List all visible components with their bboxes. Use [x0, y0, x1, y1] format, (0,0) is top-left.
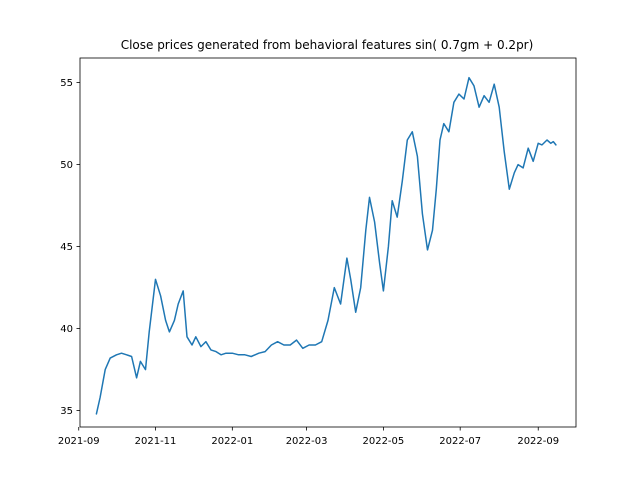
y-tick-label: 50 [60, 160, 73, 171]
x-tick-label: 2022-09 [517, 436, 559, 447]
series-line [95, 76, 557, 415]
x-tick-label: 2022-05 [362, 436, 404, 447]
y-tick-label: 40 [60, 324, 73, 335]
x-tick-label: 2021-09 [58, 436, 100, 447]
plot-area: 2021-09 2021-11 2022-01 2022-03 2022-05 2022-… [58, 57, 577, 447]
y-tick-label: 55 [60, 78, 73, 89]
axes-frame [79, 57, 577, 428]
x-tick-label: 2022-07 [439, 436, 481, 447]
x-tick-label: 2021-11 [135, 436, 177, 447]
x-tick-label: 2022-03 [286, 436, 328, 447]
x-tick-label: 2022-01 [211, 436, 253, 447]
y-tick-label: 45 [60, 242, 73, 253]
chart-title: Close prices generated from behavioral f… [121, 38, 534, 52]
y-tick-label: 35 [60, 406, 73, 417]
